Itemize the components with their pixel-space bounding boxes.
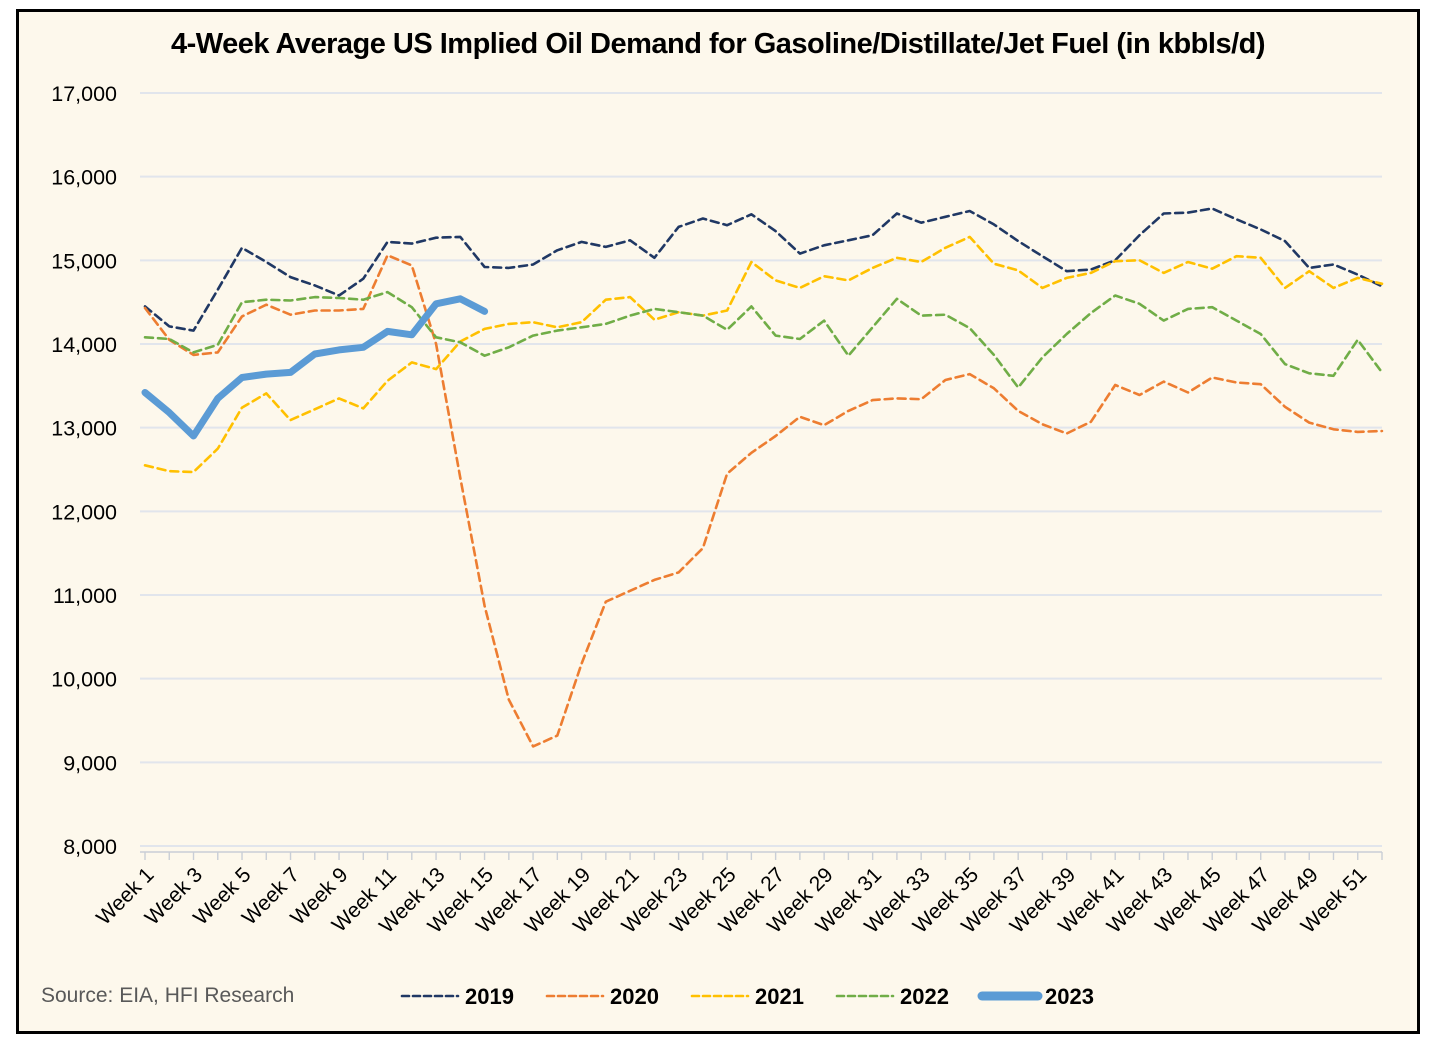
y-axis-label: 12,000 (51, 500, 117, 524)
legend-label-2020: 2020 (610, 984, 659, 1009)
y-axis-label: 16,000 (51, 166, 117, 190)
y-axis-label: 17,000 (51, 82, 117, 106)
legend-item-2022: 2022 (835, 984, 949, 1009)
y-axis-label: 13,000 (51, 417, 117, 441)
y-axis-label: 10,000 (51, 668, 117, 692)
chart-title: 4-Week Average US Implied Oil Demand for… (170, 28, 1266, 60)
legend-label-2022: 2022 (900, 984, 949, 1009)
line-chart: 8,000 9,000 10,000 11,000 12,000 13,000 14,000… (51, 82, 1384, 1009)
y-axis-label: 11,000 (53, 584, 117, 608)
legend-item-2023: 2023 (977, 984, 1094, 1009)
series-line-2021 (143, 235, 1384, 474)
series-line-2020 (143, 254, 1384, 748)
legend-label-2021: 2021 (755, 984, 804, 1009)
series-line-2019 (143, 207, 1384, 332)
series-line-2022 (143, 290, 1384, 389)
legend-item-2020: 2020 (545, 984, 659, 1009)
y-axis-label: 15,000 (51, 249, 117, 273)
y-axis-label: 8,000 (63, 835, 117, 859)
series-line-2023 (141, 295, 489, 440)
legend-item-2019: 2019 (400, 984, 514, 1009)
source-note: Source: EIA, HFI Research (41, 984, 295, 1007)
legend-label-2019: 2019 (465, 984, 514, 1009)
chart-frame: 4-Week Average US Implied Oil Demand for… (16, 9, 1420, 1034)
y-axis-label: 9,000 (63, 751, 117, 775)
legend-label-2023: 2023 (1045, 984, 1094, 1009)
y-axis-label: 14,000 (51, 333, 117, 357)
legend-item-2021: 2021 (690, 984, 804, 1009)
